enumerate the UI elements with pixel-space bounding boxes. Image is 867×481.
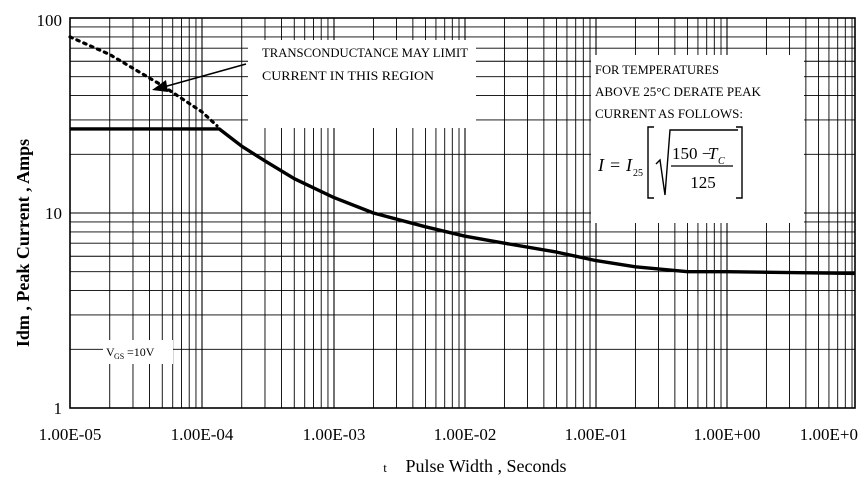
formula-den: 125	[690, 173, 716, 192]
transconductance-arrow-shaft	[159, 63, 247, 89]
vgs-subscript: GS	[114, 352, 124, 361]
x-tick-label: 1.00E-01	[565, 425, 628, 444]
derate-line-1: FOR TEMPERATURES	[595, 63, 719, 77]
formula-num-var: T	[708, 144, 719, 163]
plot-frame	[69, 17, 856, 409]
vgs-label-background	[103, 340, 173, 364]
transconductance-annotation-background	[248, 40, 476, 128]
y-tick-label: 100	[37, 11, 63, 30]
formula-right-bracket	[736, 126, 743, 199]
transconductance-line-1: TRANSCONDUCTANCE MAY LIMIT	[262, 45, 468, 60]
formula-i25-sub: 25	[633, 168, 643, 179]
x-tick-label: 1.00E-03	[303, 425, 366, 444]
y-tick-label: 10	[45, 204, 62, 223]
x-axis-title-prefix: t	[383, 460, 387, 475]
transconductance-arrow-head	[152, 80, 168, 92]
x-tick-label: 1.00E-04	[171, 425, 234, 444]
formula-left-bracket	[647, 126, 654, 199]
series-line-transconductance-limit	[68, 35, 219, 128]
x-tick-label: 1.00E-05	[39, 425, 102, 444]
annotation-backgrounds	[103, 40, 804, 364]
formula-num-const: 150 −	[672, 144, 711, 163]
y-tick-label: 1	[54, 399, 63, 418]
formula-equals: =	[610, 155, 620, 175]
x-tick-label: 1.00E-02	[434, 425, 497, 444]
transconductance-line-2: CURRENT IN THIS REGION	[262, 68, 435, 83]
transconductance-annotation: TRANSCONDUCTANCE MAY LIMIT CURRENT IN TH…	[152, 45, 468, 92]
formula-sqrt	[655, 129, 738, 196]
x-axis-title: Pulse Width , Seconds	[406, 456, 567, 476]
vgs-value: =10V	[127, 345, 155, 359]
formula-num-sub: C	[718, 156, 725, 167]
y-axis-title: Idm , Peak Current , Amps	[13, 139, 33, 347]
derate-line-2: ABOVE 25°C DERATE PEAK	[595, 85, 761, 99]
tick-label-layer: 1.00E-05 1.00E-04 1.00E-03 1.00E-02 1.00E-01…	[37, 11, 859, 444]
formula-i: I	[597, 155, 605, 175]
series-line-peak-current	[70, 127, 856, 276]
formula-i25: I	[625, 155, 633, 175]
derate-annotation-background	[591, 55, 804, 223]
vgs-symbol: V	[106, 345, 115, 359]
derate-annotation: FOR TEMPERATURES ABOVE 25°C DERATE PEAK …	[595, 63, 761, 199]
x-tick-label: 1.00E+0	[800, 425, 858, 444]
x-tick-label: 1.00E+00	[694, 425, 761, 444]
vgs-label: V GS =10V	[106, 345, 155, 361]
derate-line-3: CURRENT AS FOLLOWS:	[595, 107, 743, 121]
